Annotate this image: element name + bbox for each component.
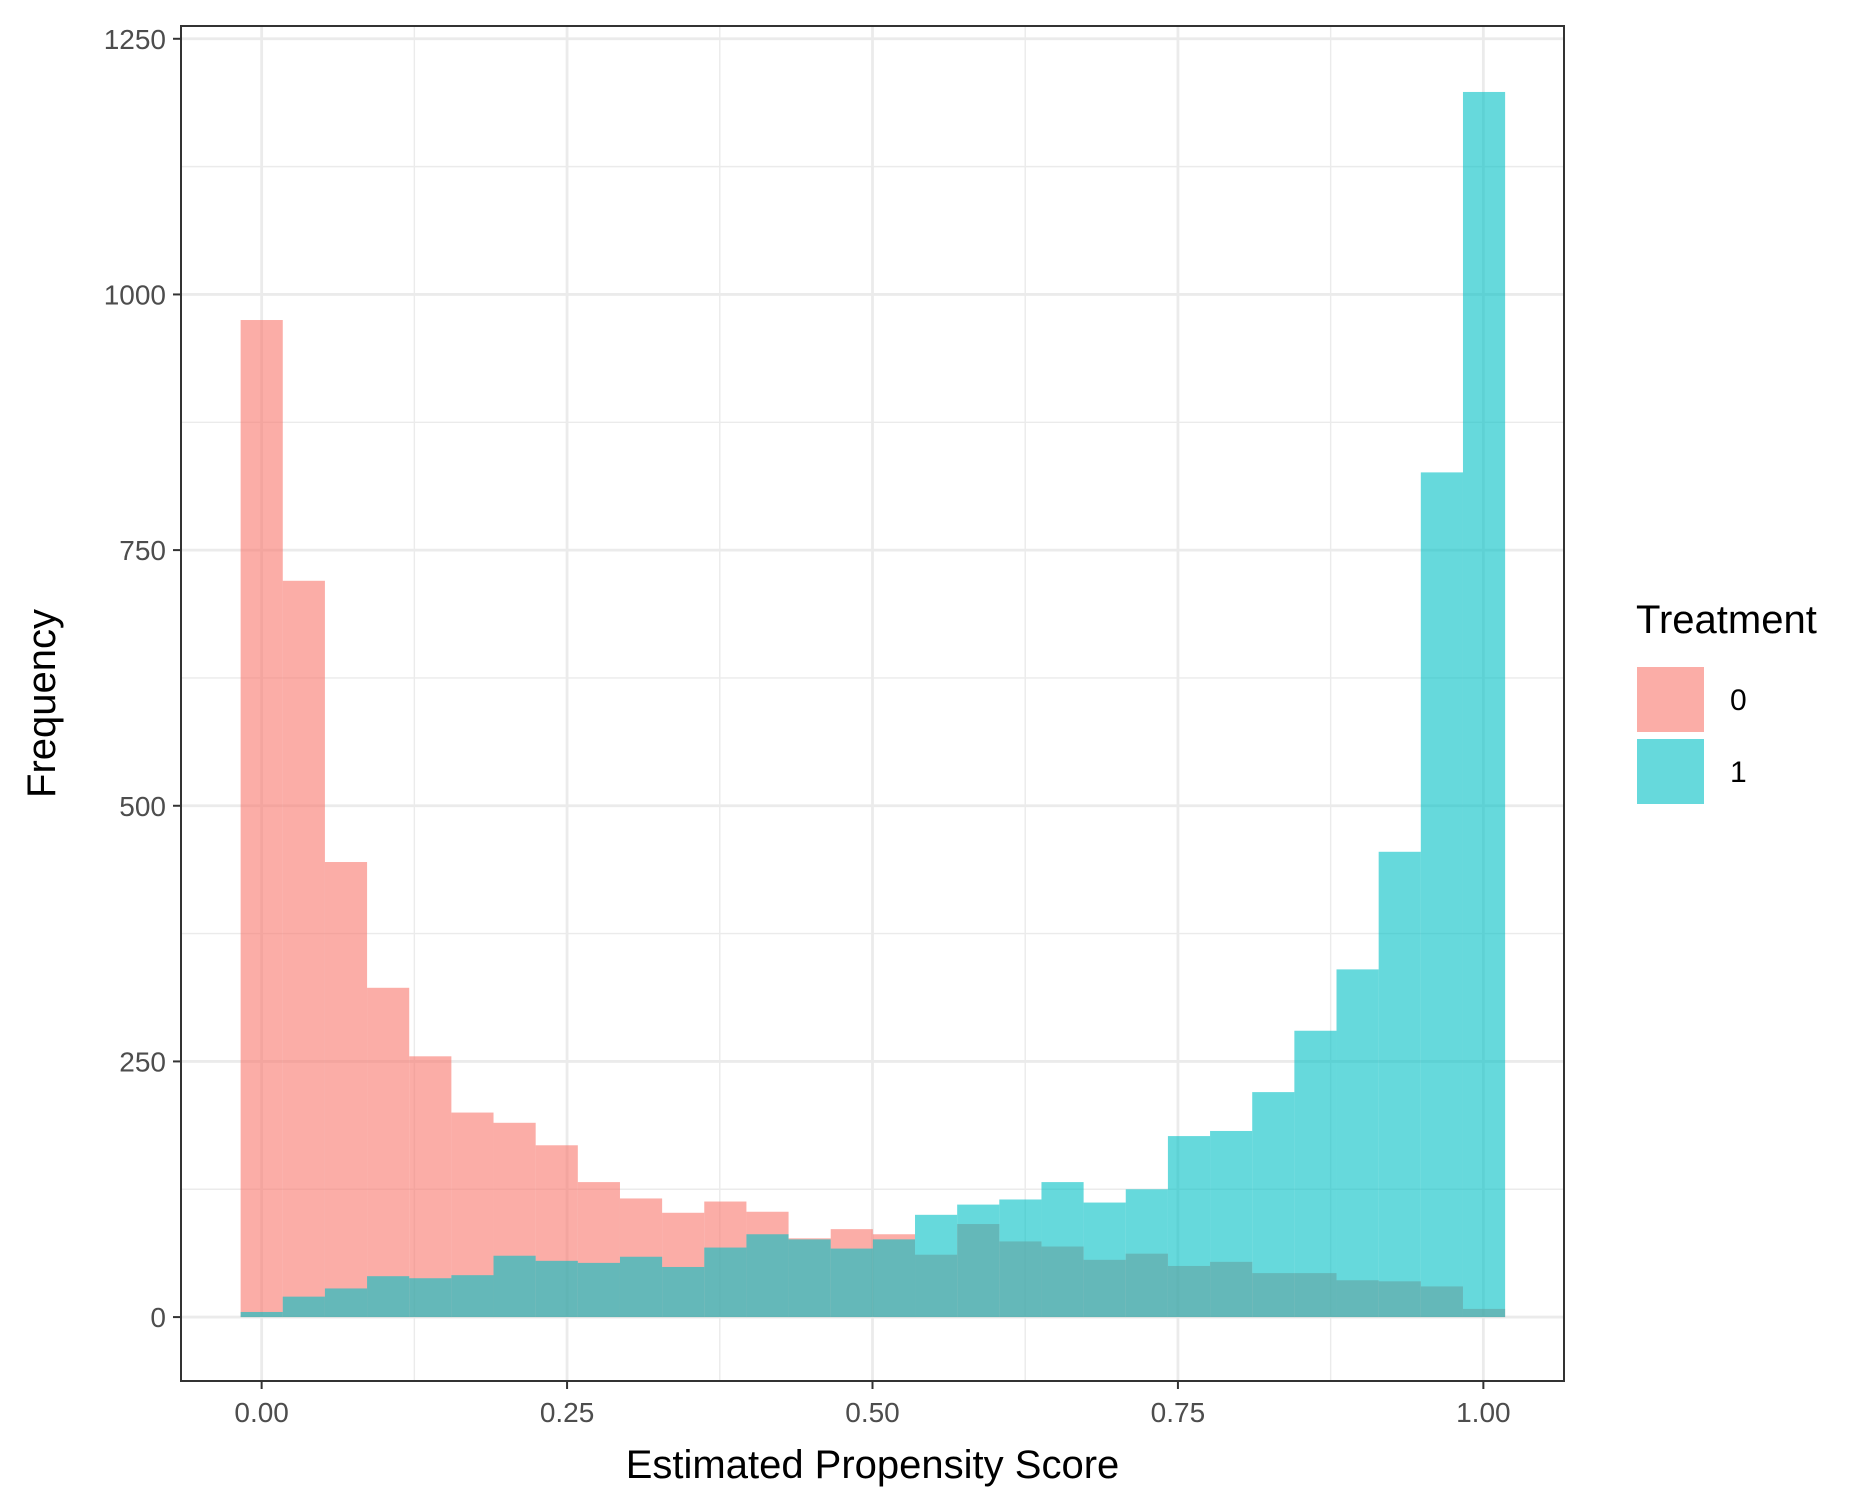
y-tick-label: 1000: [104, 279, 166, 310]
bar-series-1-bin-8: [577, 1262, 620, 1318]
legend-key-0: [1637, 667, 1704, 732]
bar-series-1-bin-6: [493, 1255, 536, 1318]
x-axis: 0.00 0.25 0.50 0.75 1.00: [234, 1381, 1511, 1428]
bar-series-1-bin-17: [957, 1204, 1000, 1318]
series-1-bars: [240, 91, 1506, 1318]
bar-series-0-bin-4: [409, 1056, 452, 1318]
legend-title: Treatment: [1636, 598, 1817, 642]
bar-series-1-bin-10: [662, 1266, 705, 1318]
bar-series-1-bin-13: [788, 1239, 831, 1318]
bar-series-1-bin-3: [367, 1276, 410, 1318]
y-axis: 0 250 500 750 1000 1250: [104, 24, 181, 1333]
y-tick-label: 1250: [104, 24, 166, 55]
x-tick-label: 1.00: [1456, 1397, 1511, 1428]
bar-series-1-bin-1: [282, 1296, 325, 1318]
x-tick-label: 0.75: [1151, 1397, 1206, 1428]
x-axis-title: Estimated Propensity Score: [626, 1443, 1120, 1487]
y-tick-label: 0: [150, 1302, 166, 1333]
bar-series-1-bin-28: [1420, 472, 1463, 1318]
bar-series-1-bin-2: [324, 1288, 368, 1318]
bar-series-1-bin-14: [830, 1248, 873, 1318]
bar-series-1-bin-27: [1378, 851, 1421, 1318]
bar-series-1-bin-29: [1462, 91, 1506, 1318]
bar-series-1-bin-15: [872, 1239, 916, 1318]
bar-series-0-bin-2: [324, 862, 368, 1318]
bar-series-0-bin-1: [282, 580, 325, 1318]
bar-series-1-bin-20: [1083, 1202, 1126, 1318]
bar-series-0-bin-0: [240, 320, 283, 1318]
bar-series-1-bin-4: [409, 1278, 452, 1318]
bar-series-1-bin-0: [240, 1311, 283, 1318]
bar-series-1-bin-12: [746, 1234, 789, 1318]
legend-label-0: 0: [1730, 684, 1747, 717]
legend-label-1: 1: [1730, 756, 1747, 789]
bar-series-1-bin-5: [451, 1275, 494, 1318]
bar-series-1-bin-16: [915, 1214, 958, 1318]
y-tick-label: 500: [119, 791, 166, 822]
bar-series-1-bin-24: [1252, 1092, 1295, 1318]
bar-series-1-bin-23: [1210, 1130, 1253, 1318]
bar-series-1-bin-26: [1336, 969, 1379, 1318]
x-tick-label: 0.25: [540, 1397, 595, 1428]
x-tick-label: 0.50: [845, 1397, 900, 1428]
bar-series-1-bin-11: [704, 1247, 747, 1318]
legend-key-1: [1637, 739, 1704, 804]
bar-series-1-bin-21: [1125, 1189, 1168, 1318]
bar-series-1-bin-19: [1041, 1182, 1084, 1318]
y-tick-label: 250: [119, 1046, 166, 1077]
x-tick-label: 0.00: [234, 1397, 289, 1428]
bar-series-1-bin-25: [1294, 1030, 1337, 1318]
legend: Treatment 0 1: [1636, 598, 1817, 804]
y-tick-label: 750: [119, 535, 166, 566]
bar-series-0-bin-3: [367, 987, 410, 1318]
bar-series-1-bin-9: [619, 1256, 663, 1318]
bar-series-1-bin-7: [535, 1260, 578, 1318]
bar-series-1-bin-18: [999, 1199, 1042, 1318]
y-axis-title: Frequency: [20, 609, 64, 798]
bar-series-1-bin-22: [1167, 1136, 1211, 1318]
